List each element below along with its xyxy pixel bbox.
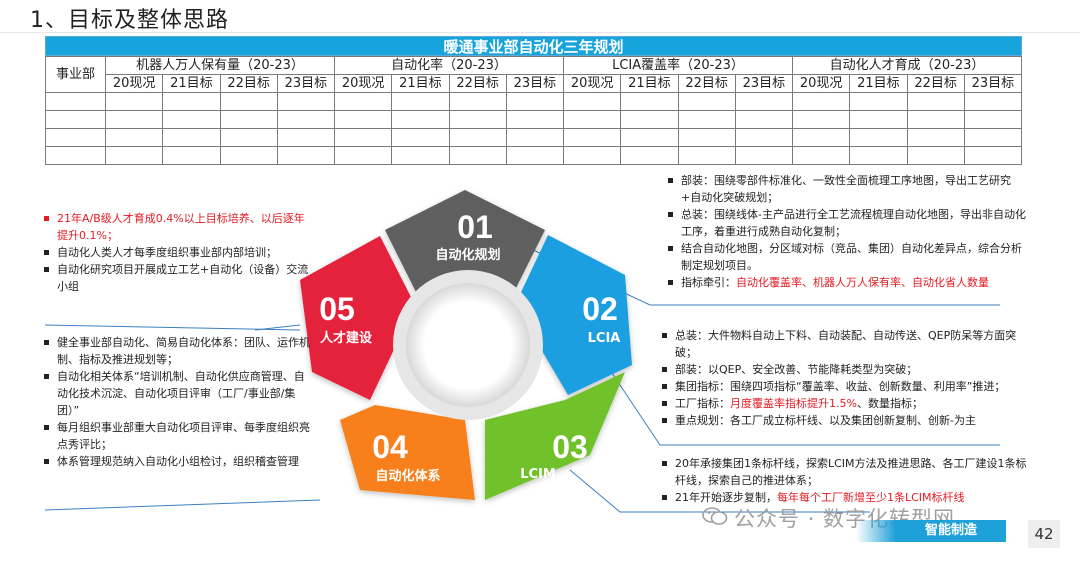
badge-tail (856, 520, 896, 542)
bullet-item: 健全事业部自动化、简易自动化体系：团队、运作机制、指标及推进规划等； (44, 334, 314, 368)
bullet-item: 每月组织事业部重大自动化项目评审、每季度组织亮点秀评比； (44, 419, 314, 453)
page-number: 42 (1028, 520, 1060, 548)
table-title: 暖通事业部自动化三年规划 (45, 36, 1022, 56)
segment-02-label: LCIA (588, 331, 621, 346)
bullet-highlight: 自动化覆盖率、机器人万人保有率、自动化省人数量 (736, 276, 989, 289)
bullet-item: 结合自动化地图，分区域对标（竞品、集团）自动化差异点，综合分析制定规划项目。 (668, 240, 1030, 274)
bullet-highlight: 月度覆盖率指标提升1.5% (730, 397, 857, 410)
bullet-item: 部装：以QEP、安全改善、节能降耗类型为突破； (662, 361, 1032, 378)
segment-02-shape (515, 235, 632, 395)
system-block: 健全事业部自动化、简易自动化体系：团队、运作机制、指标及推进规划等； 自动化相关… (44, 334, 314, 470)
segment-03-label: LCIM (520, 467, 556, 482)
segment-03-shape (485, 372, 625, 500)
segment-04-number: 04 (372, 429, 408, 465)
bullet-item: 自动化研究项目开展成立工艺+自动化（设备）交流小组 (44, 261, 314, 295)
bullet-item: 重点规划：各工厂成立标杆线、以及集团创新复制、创新-为主 (662, 412, 1032, 429)
section-badge: 智能制造 (896, 520, 1006, 542)
connector-line (609, 369, 1000, 446)
segment-01-shape (385, 190, 545, 300)
bullet-prefix: 21年开始逐步复制， (675, 491, 777, 504)
bullet-item: 21年A/B级人才育成0.4%以上目标培养、以后逐年提升0.1%； (44, 210, 314, 244)
bullet-item: 总装：围绕线体-主产品进行全工艺流程梳理自动化地图，导出非自动化工序，着重进行成… (668, 206, 1030, 240)
center-ring-inner (406, 283, 530, 407)
planning-block: 部装：围绕零部件标准化、一致性全面梳理工序地图，导出工艺研究+自动化突破规划； … (668, 172, 1030, 291)
page-title: 1、目标及整体思路 (30, 8, 229, 33)
table-subheader-row: 20现况 21目标 22目标 23目标 20现况 21目标 22目标 23目标 … (46, 74, 1023, 93)
subcol-header: 23目标 (963, 74, 1023, 93)
bullet-prefix: 工厂指标： (675, 397, 730, 410)
bullet-item: 指标牵引：自动化覆盖率、机器人万人保有率、自动化省人数量 (668, 274, 1030, 291)
subcol-header: 22目标 (906, 74, 965, 93)
table-row (45, 110, 1023, 129)
talent-block: 21年A/B级人才育成0.4%以上目标培养、以后逐年提升0.1%； 自动化人类人… (44, 210, 314, 295)
table-header-row: 事业部 机器人万人保有量（20-23） 自动化率（20-23） LCIA覆盖率（… (45, 56, 1022, 93)
connector-line (44, 499, 321, 511)
bullet-item: 体系管理规范纳入自动化小组检讨，组织稽查管理 (44, 453, 314, 470)
bullet-item: 20年承接集团1条标杆线，探索LCIM方法及推进思路、各工厂建设1条标杆线，探索… (662, 455, 1032, 489)
segment-05-number: 05 (319, 291, 355, 327)
dept-header: 事业部 (45, 56, 106, 93)
plan-grid: 事业部 机器人万人保有量（20-23） 自动化率（20-23） LCIA覆盖率（… (45, 56, 1023, 165)
subcol-header: 21目标 (849, 74, 908, 93)
segment-03-number: 03 (552, 429, 588, 465)
connector-line (44, 324, 301, 331)
bullet-prefix: 指标牵引： (681, 276, 736, 289)
bullet-highlight: 每年每个工厂新增至少1条LCIM标杆线 (777, 491, 965, 504)
lcim-block: 20年承接集团1条标杆线，探索LCIM方法及推进思路、各工厂建设1条标杆线，探索… (662, 455, 1032, 506)
segment-04-label: 自动化体系 (375, 468, 440, 484)
bullet-item: 集团指标：围绕四项指标“覆盖率、收益、创新数量、利用率”推进； (662, 378, 1032, 395)
segment-01-label: 自动化规划 (435, 247, 500, 263)
bullet-suffix: 、数量指标； (856, 397, 923, 410)
subcol-header: 22目标 (677, 74, 736, 93)
plan-table: 暖通事业部自动化三年规划 事业部 机器人万人保有量（20-23） 自动化率（20… (45, 36, 1023, 165)
table-row (45, 128, 1023, 147)
title-divider (0, 32, 1080, 33)
table-row (45, 146, 1023, 165)
subcol-header: 20现况 (791, 74, 851, 93)
subcol-header: 21目标 (620, 74, 679, 93)
group-header: 自动化率（20-23） (334, 56, 564, 75)
subcol-header: 22目标 (219, 74, 278, 93)
subcol-header: 21目标 (391, 74, 450, 93)
bullet-item: 自动化人类人才每季度组织事业部内部培训； (44, 244, 314, 261)
connector-line (569, 469, 870, 513)
bullet-item: 总装：大件物料自动上下料、自动装配、自动传送、QEP防呆等方面突破； (662, 327, 1032, 361)
segment-01-number: 01 (457, 209, 493, 245)
segment-04-shape (340, 405, 475, 500)
bullet-item: 自动化相关体系“培训机制、自动化供应商管理、自动化技术沉淀、自动化项目评审（工厂… (44, 368, 314, 419)
bullet-item: 21年开始逐步复制，每年每个工厂新增至少1条LCIM标杆线 (662, 489, 1032, 506)
bullet-item: 工厂指标：月度覆盖率指标提升1.5%、数量指标； (662, 395, 1032, 412)
lcia-block: 总装：大件物料自动上下料、自动装配、自动传送、QEP防呆等方面突破； 部装：以Q… (662, 327, 1032, 429)
wechat-icon (702, 507, 728, 525)
segment-05-shape (300, 236, 415, 400)
segment-05-label: 人才建设 (320, 330, 373, 346)
bullet-item: 部装：围绕零部件标准化、一致性全面梳理工序地图，导出工艺研究+自动化突破规划； (668, 172, 1030, 206)
subcol-header: 20现况 (562, 74, 622, 93)
segment-02-number: 02 (582, 291, 618, 327)
